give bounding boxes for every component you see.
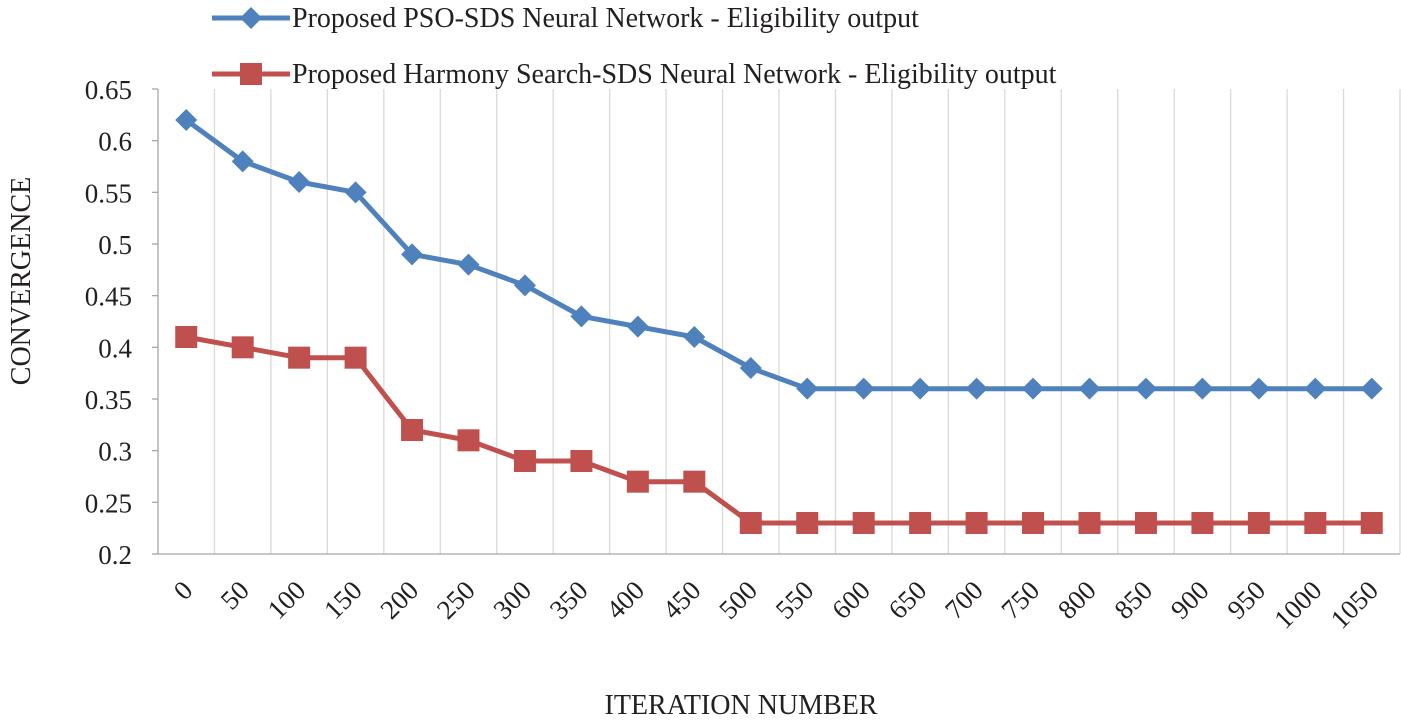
axes <box>157 89 1400 555</box>
data-point-marker <box>288 346 311 369</box>
x-tick-label: 150 <box>318 575 368 625</box>
series-2 <box>175 326 1383 534</box>
x-tick-label: 750 <box>995 575 1045 625</box>
data-point-marker <box>626 315 649 338</box>
data-point-marker <box>1022 377 1045 400</box>
legend-entry: Proposed Harmony Search-SDS Neural Netwo… <box>212 59 1057 90</box>
data-point-marker <box>1247 377 1270 400</box>
x-tick-label: 400 <box>600 575 650 625</box>
series-layer <box>175 109 1383 534</box>
data-point-marker <box>288 171 311 193</box>
data-point-marker <box>1304 512 1327 534</box>
x-tick-label: 0 <box>168 575 199 606</box>
x-axis-title: ITERATION NUMBER <box>605 690 878 721</box>
data-point-marker <box>796 377 819 400</box>
data-point-marker <box>513 450 536 472</box>
data-point-marker <box>909 377 932 400</box>
x-tick-label: 350 <box>544 575 594 625</box>
data-point-marker <box>1022 512 1045 534</box>
data-point-marker <box>457 429 480 452</box>
data-point-marker <box>965 377 988 400</box>
data-point-marker <box>1191 377 1214 400</box>
x-tick-label: 250 <box>431 575 481 625</box>
legend: Proposed PSO-SDS Neural Network - Eligib… <box>212 3 1057 90</box>
x-tick-label: 50 <box>215 575 255 615</box>
x-tick-label: 650 <box>883 575 933 625</box>
data-point-marker <box>683 470 706 493</box>
data-point-marker <box>231 336 254 359</box>
x-tick-label: 1050 <box>1325 575 1384 634</box>
y-tick-label: 0.3 <box>98 437 132 467</box>
x-tick-label: 900 <box>1165 575 1215 625</box>
y-tick-label: 0.55 <box>85 178 132 208</box>
data-point-marker <box>513 274 536 297</box>
data-point-marker <box>1134 377 1157 400</box>
data-point-marker <box>1360 512 1383 534</box>
data-point-marker <box>1304 377 1327 400</box>
data-point-marker <box>1134 512 1157 534</box>
x-tick-label: 1000 <box>1268 575 1327 634</box>
data-point-marker <box>965 512 988 534</box>
x-tick-label: 800 <box>1052 575 1102 625</box>
x-tick-label: 500 <box>713 575 763 625</box>
data-point-marker <box>1360 377 1383 400</box>
x-tick-label: 200 <box>374 575 424 625</box>
data-point-marker <box>344 181 367 204</box>
data-point-marker <box>852 512 875 534</box>
x-tick-label: 950 <box>1221 575 1271 625</box>
grid-lines <box>213 89 1401 554</box>
y-axis-ticks: 0.2 0.25 0.3 0.35 0.4 0.45 0.5 0.55 0.6 0.65 <box>85 75 158 570</box>
data-point-marker <box>1078 377 1101 400</box>
series-1 <box>175 109 1383 400</box>
data-point-marker <box>683 326 706 348</box>
y-tick-label: 0.45 <box>85 282 132 312</box>
data-point-marker <box>909 512 932 534</box>
series-line <box>185 334 1372 526</box>
y-tick-label: 0.65 <box>85 75 132 105</box>
data-point-marker <box>570 450 593 472</box>
data-point-marker <box>1191 512 1214 534</box>
data-point-marker <box>852 377 875 400</box>
data-point-marker <box>344 346 367 369</box>
data-point-marker <box>796 512 819 534</box>
data-point-marker <box>401 243 424 266</box>
legend-label: Proposed PSO-SDS Neural Network - Eligib… <box>292 3 919 34</box>
x-tick-label: 450 <box>657 575 707 625</box>
y-tick-label: 0.4 <box>98 333 132 363</box>
y-tick-label: 0.35 <box>85 385 132 415</box>
x-tick-label: 700 <box>939 575 989 625</box>
data-point-marker <box>231 150 254 173</box>
data-point-marker <box>401 419 424 441</box>
data-point-marker <box>570 305 593 328</box>
legend-entry: Proposed PSO-SDS Neural Network - Eligib… <box>212 3 919 34</box>
y-tick-label: 0.2 <box>98 540 132 570</box>
x-tick-label: 100 <box>262 575 312 625</box>
x-tick-label: 300 <box>487 575 537 625</box>
y-axis-title: CONVERGENCE <box>6 177 37 385</box>
data-point-marker <box>240 63 262 85</box>
data-point-marker <box>175 326 198 348</box>
data-point-marker <box>240 7 262 29</box>
y-tick-label: 0.6 <box>98 127 132 157</box>
series-line <box>184 117 1372 392</box>
data-point-marker <box>457 253 480 276</box>
x-tick-label: 600 <box>826 575 876 625</box>
x-tick-label: 550 <box>770 575 820 625</box>
data-point-marker <box>1247 512 1270 534</box>
data-point-marker <box>1078 512 1101 534</box>
data-point-marker <box>739 357 762 379</box>
y-tick-label: 0.25 <box>85 488 132 518</box>
y-tick-label: 0.5 <box>98 230 132 260</box>
x-tick-label: 850 <box>1108 575 1158 625</box>
data-point-marker <box>175 109 198 131</box>
legend-label: Proposed Harmony Search-SDS Neural Netwo… <box>292 59 1057 90</box>
data-point-marker <box>739 512 762 534</box>
data-point-marker <box>626 470 649 493</box>
x-axis-ticks: 0 50 100 150 200 250 300 350 400 450 500 550 600 650 7… <box>168 575 1384 634</box>
